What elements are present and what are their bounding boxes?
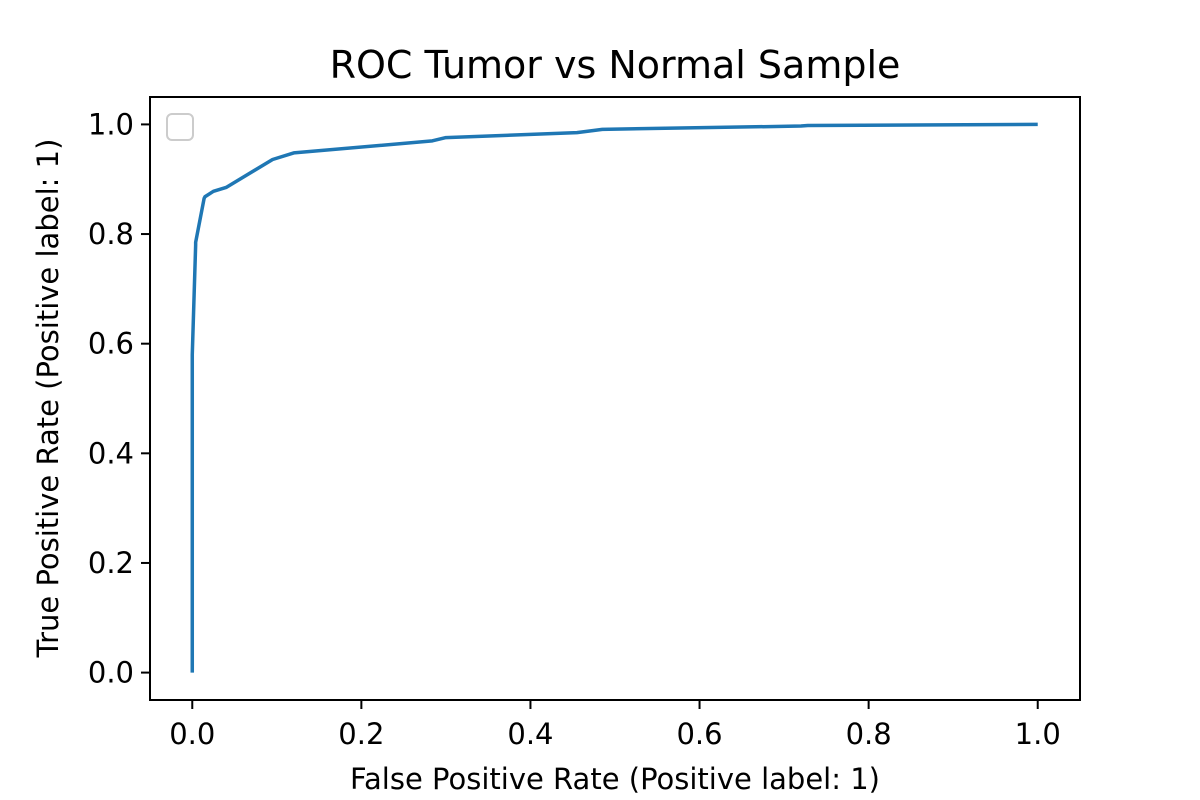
y-tick-label: 1.0 [88, 107, 134, 141]
x-tick-label: 0.0 [169, 717, 215, 751]
y-tick-label: 0.6 [88, 327, 134, 361]
y-axis-label: True Positive Rate (Positive label: 1) [31, 139, 65, 659]
y-axis-ticks: 0.0 0.2 0.4 0.6 0.8 1.0 [88, 107, 150, 690]
x-tick-label: 0.8 [846, 717, 892, 751]
x-tick-label: 0.2 [338, 717, 384, 751]
y-tick-label: 0.8 [88, 217, 134, 251]
plot-frame [149, 96, 1081, 701]
legend-box [166, 113, 194, 141]
y-tick-label: 0.0 [88, 656, 134, 690]
roc-curve-line [190, 122, 1038, 673]
x-tick-label: 0.6 [676, 717, 722, 751]
x-axis-ticks: 0.0 0.2 0.4 0.6 0.8 1.0 [169, 700, 1061, 751]
chart-title: ROC Tumor vs Normal Sample [330, 43, 901, 87]
y-tick-label: 0.2 [88, 546, 134, 580]
plot-area [190, 122, 1038, 673]
x-tick-label: 1.0 [1015, 717, 1061, 751]
x-axis-label: False Positive Rate (Positive label: 1) [350, 762, 880, 796]
y-tick-label: 0.4 [88, 436, 134, 470]
x-tick-label: 0.4 [507, 717, 553, 751]
